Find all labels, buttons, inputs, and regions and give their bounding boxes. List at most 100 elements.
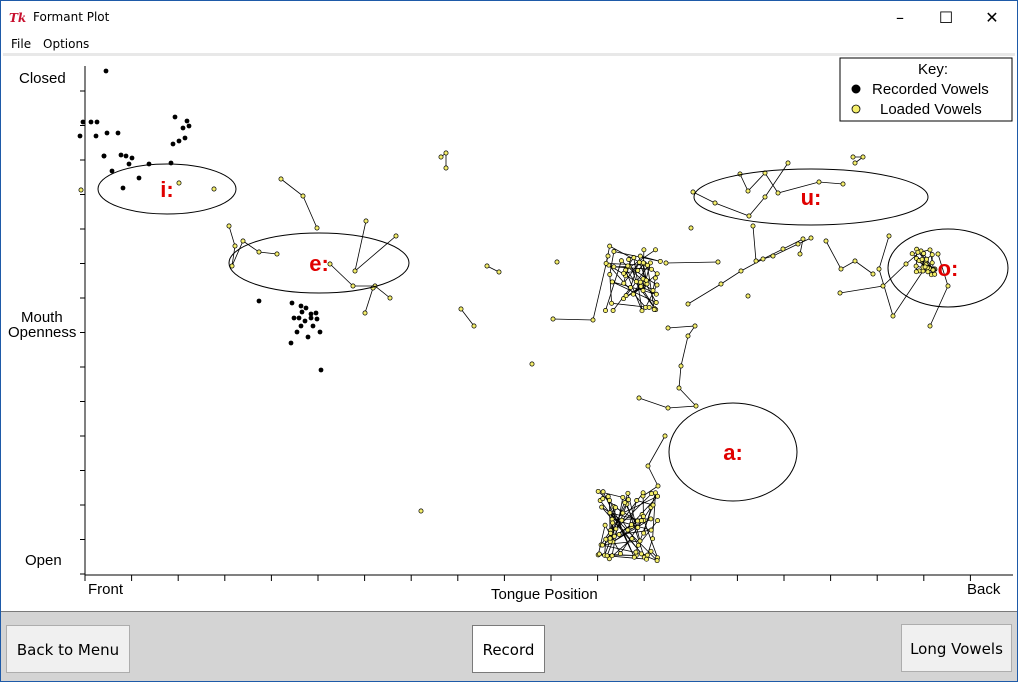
loaded-vowel-point <box>648 516 654 522</box>
loaded-vowel-point <box>633 279 639 285</box>
vowel-target-ellipse <box>693 168 929 226</box>
menu-options[interactable]: Options <box>43 37 90 51</box>
loaded-vowel-point <box>635 525 641 530</box>
loaded-vowel-point <box>663 260 669 266</box>
loaded-vowel-point <box>692 323 698 329</box>
loaded-vowel-point <box>232 243 238 249</box>
loaded-vowel-point <box>529 361 535 367</box>
loaded-vowel-point <box>603 260 609 266</box>
loaded-vowel-point <box>922 264 928 270</box>
loaded-vowel-point <box>596 551 602 557</box>
recorded-vowel-point <box>289 300 295 306</box>
loaded-vowel-point <box>626 497 631 503</box>
trajectory-line <box>608 259 658 309</box>
minimize-button[interactable]: – <box>896 8 904 27</box>
key-recorded-swatch <box>851 84 861 94</box>
loaded-vowel-point <box>622 500 628 506</box>
loaded-vowel-point <box>649 266 654 272</box>
x-label-back: Back <box>967 581 1001 598</box>
loaded-vowel-point <box>600 542 605 548</box>
back-to-menu-button[interactable]: Back to Menu <box>6 625 130 673</box>
loaded-vowel-point <box>838 266 844 272</box>
loaded-vowel-point <box>211 186 217 192</box>
loaded-vowel-point <box>554 259 560 265</box>
loaded-vowel-point <box>850 154 856 160</box>
recorded-vowel-point <box>294 329 300 335</box>
loaded-vowel-point <box>640 490 646 496</box>
loaded-vowel-point <box>625 263 631 269</box>
key-loaded-label: Loaded Vowels <box>880 101 982 118</box>
loaded-vowel-point <box>471 323 477 329</box>
loaded-vowel-point <box>620 494 626 500</box>
x-label-front: Front <box>88 581 124 598</box>
loaded-vowel-point <box>715 259 721 265</box>
loaded-vowel-point <box>654 282 660 288</box>
recorded-vowel-point <box>296 315 302 321</box>
recorded-vowel-point <box>120 185 126 191</box>
recorded-vowel-point <box>80 119 86 125</box>
loaded-vowel-point <box>637 538 643 544</box>
loaded-vowel-point <box>932 271 938 277</box>
loaded-vowel-point <box>655 518 661 524</box>
loaded-vowel-point <box>913 263 919 269</box>
loaded-vowel-point <box>935 251 941 257</box>
loaded-vowel-point <box>890 313 896 319</box>
loaded-vowel-point <box>613 505 618 510</box>
loaded-vowel-point <box>550 316 556 322</box>
loaded-vowel-point <box>685 301 691 307</box>
loaded-vowel-point <box>607 243 613 249</box>
title-bar: Tk Formant Plot – ☐ ✕ <box>1 1 1017 35</box>
record-button[interactable]: Record <box>472 625 545 673</box>
loaded-vowel-point <box>638 283 644 289</box>
loaded-vowel-point <box>640 513 646 519</box>
vowel-target-label: i: <box>160 177 173 202</box>
loaded-vowel-point <box>653 247 658 253</box>
y-label-openness: Openness <box>8 324 76 341</box>
loaded-vowel-point <box>840 181 846 187</box>
loaded-vowel-point <box>256 249 262 255</box>
recorded-vowel-point <box>101 153 107 159</box>
loaded-vowel-point <box>625 490 631 496</box>
loaded-vowel-point <box>628 522 634 528</box>
menu-file[interactable]: File <box>11 37 32 51</box>
recorded-vowel-point <box>88 119 94 125</box>
loaded-vowel-point <box>775 190 781 196</box>
loaded-vowel-point <box>852 258 858 264</box>
loaded-vowel-point <box>621 270 627 276</box>
loaded-vowel-point <box>611 264 617 270</box>
loaded-vowel-point <box>665 405 671 411</box>
menu-bar: File Options <box>1 35 1017 53</box>
loaded-vowel-point <box>418 508 424 514</box>
loaded-vowel-point <box>650 288 656 293</box>
loaded-vowel-point <box>919 256 925 262</box>
trajectory-line <box>665 261 719 264</box>
loaded-vowel-point <box>644 552 650 558</box>
maximize-button[interactable]: ☐ <box>938 8 954 27</box>
recorded-vowel-point <box>298 323 304 329</box>
close-button[interactable]: ✕ <box>985 8 999 27</box>
loaded-vowel-point <box>636 395 642 401</box>
recorded-vowel-point <box>170 141 176 147</box>
loaded-vowel-point <box>750 223 756 229</box>
loaded-vowel-points <box>78 150 951 564</box>
loaded-vowel-point <box>605 494 611 499</box>
long-vowels-button[interactable]: Long Vowels <box>901 624 1012 672</box>
loaded-vowel-point <box>635 518 641 524</box>
recorded-vowel-point <box>176 138 182 144</box>
loaded-vowel-point <box>644 262 650 268</box>
loaded-vowel-point <box>876 266 882 272</box>
loaded-vowel-point <box>945 283 951 289</box>
loaded-vowel-point <box>653 300 659 305</box>
recorded-vowel-point <box>115 130 121 136</box>
loaded-vowel-point <box>685 333 691 339</box>
loaded-vowel-point <box>607 272 613 277</box>
formant-plot-canvas[interactable]: Closed Mouth Openness Open Front Tongue … <box>3 53 1015 612</box>
loaded-vowel-point <box>635 542 641 548</box>
x-axis-ticks <box>84 575 971 581</box>
loaded-vowel-point <box>690 189 696 195</box>
loaded-vowel-point <box>641 247 647 253</box>
loaded-vowel-point <box>639 308 645 314</box>
loaded-vowel-point <box>635 268 641 273</box>
loaded-vowel-trajectories <box>228 152 949 561</box>
